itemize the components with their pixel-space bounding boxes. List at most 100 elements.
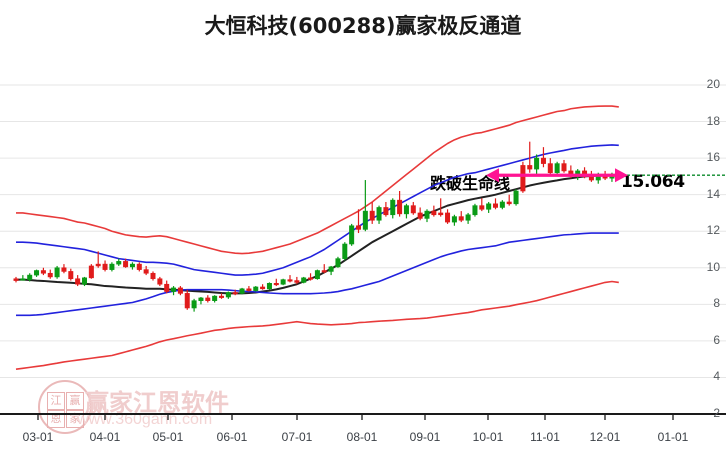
watermark-logo-char-3: 恩 [47,410,65,428]
candle-body [321,270,327,273]
candle-body [472,205,478,216]
candle-body [342,243,348,259]
candle-body [54,267,60,278]
series-inner_lower_band [16,232,619,317]
candle-body [520,165,526,192]
candle-body [561,163,567,172]
candle-body [445,212,451,223]
annotation-arrow-head-left [486,168,499,183]
candle-body [513,190,519,205]
candle-body [212,295,218,301]
candle-body [171,287,177,292]
last-price-label: 15.064 [621,172,685,192]
candle-body [335,258,341,268]
candle-body [191,300,197,309]
candle-body [390,199,396,216]
watermark-logo: 江 赢 恩 家 [38,380,92,434]
candle-body [397,199,403,215]
gridlines [0,84,726,378]
x-axis-tick-label: 06-01 [216,430,248,444]
candle-body [219,295,225,298]
candle-body [239,288,245,294]
candle-body [506,201,512,205]
annotation-arrow-head [615,168,628,183]
candle-body [547,163,553,174]
candle-body [438,212,444,216]
candle-body [403,205,409,215]
watermark-brand: 赢家江恩软件 [85,389,229,417]
x-axis-tick-label: 05-01 [152,430,184,444]
x-axis-tick-label: 11-01 [530,430,560,444]
candle-body [164,283,170,292]
series-outer_lower_band [15,280,619,371]
candle-body [410,205,416,214]
candle-body [588,176,594,181]
watermark-logo-char-2: 赢 [66,392,84,410]
candle-body [27,274,33,280]
candle-body [314,270,320,280]
candle-body [143,269,149,274]
candle-body [431,210,437,216]
candle-body [205,297,211,301]
candle-body [246,288,252,291]
x-axis-tick-label: 01-01 [657,430,689,444]
candle-body [109,263,115,270]
candle-body [355,225,361,230]
series-inner_upper_band [16,144,619,276]
watermark-url: www.360gann.com [77,411,213,428]
candle-body [294,280,300,283]
candle-body [47,272,53,278]
candle-body [540,157,546,164]
candle-body [157,278,163,285]
candle-body [328,266,334,272]
candle-body [102,263,108,270]
candle-body [486,203,492,210]
candle-body [253,286,259,291]
series-outer_upper_band [16,105,619,255]
candle-body [287,279,293,282]
candle-body [260,286,266,290]
candle-body [349,225,355,245]
candle-body [34,270,40,276]
watermark-logo-char-4: 家 [66,410,84,428]
candle-body [177,287,183,294]
candle-body [527,165,533,170]
x-axis-tick-label: 08-01 [346,430,378,444]
candle-body [266,283,272,290]
candle-body [40,270,46,274]
candle-body [554,163,560,174]
y-axis-tick-label: 2 [713,406,720,420]
candle-body [465,214,471,221]
y-axis-tick-label: 18 [706,113,720,128]
candle-body [150,272,156,280]
candle-body [184,293,190,309]
candle-body [362,210,368,230]
candle-body [95,263,101,267]
candle-body [61,267,67,272]
y-axis-tick-label: 16 [706,150,720,165]
candle-body [129,263,135,268]
y-axis-tick-label: 14 [706,186,720,201]
candle-body [383,207,389,216]
candle-body [499,201,505,208]
candle-body [479,205,485,210]
candle-body [225,292,231,298]
candle-body [68,271,74,280]
x-axis-tick-label: 09-01 [409,430,441,444]
x-axis-tick-label: 07-01 [281,430,313,444]
candle-body [424,210,430,219]
y-axis-tick-label: 20 [706,77,720,91]
watermark-logo-char-1: 江 [47,392,65,410]
x-axis-tick-label: 03-01 [22,430,54,444]
candle-body [198,297,204,301]
candle-body [136,263,142,270]
candle-body [20,278,26,281]
candle-body [492,203,498,208]
y-axis-tick-label: 8 [713,296,720,311]
candle-body [232,292,238,295]
y-axis-tick-label: 12 [706,223,720,238]
candle-body [88,265,94,279]
x-axis-tick-label: 10-01 [472,430,504,444]
